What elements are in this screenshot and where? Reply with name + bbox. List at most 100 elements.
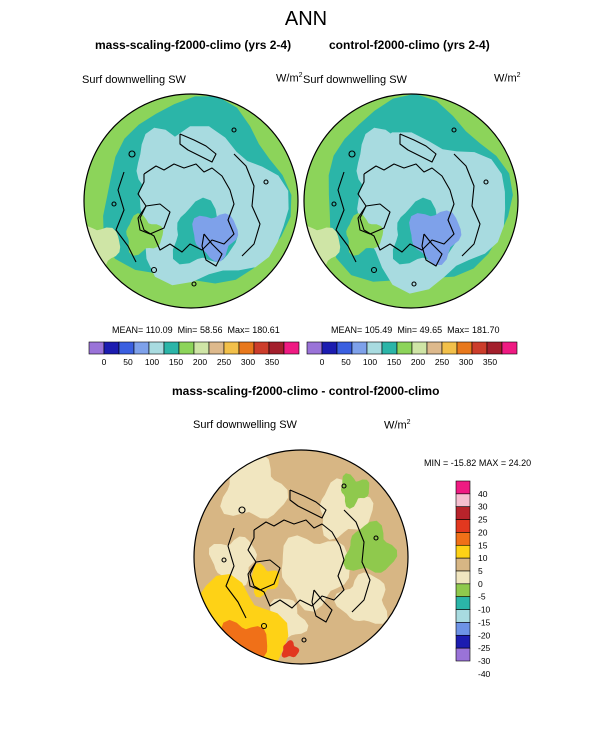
field-greenland (346, 213, 384, 256)
colorbar-tick-label: 350 (483, 357, 497, 367)
island-path (331, 201, 337, 207)
colorbar-abs-1: 0 50 100 150 200 250 300 350 (88, 341, 300, 367)
panel-units-label: W/m2 (276, 72, 303, 85)
panel-units-label: W/m2 (494, 72, 521, 85)
field-red-patch (281, 640, 300, 658)
island-path (191, 281, 197, 287)
island-path (231, 127, 237, 133)
coastline-path (335, 171, 357, 263)
colorbar-tick-label: 350 (265, 357, 279, 367)
colorbar-swatch (455, 583, 471, 598)
colorbar-swatch (148, 341, 165, 355)
island-path (263, 179, 269, 185)
colorbar-tick-label: 300 (241, 357, 255, 367)
polar-map-control (303, 93, 519, 309)
field-light-patch (333, 572, 388, 624)
panel-variable-label: Surf downwelling SW (303, 74, 407, 86)
colorbar-swatch (455, 480, 471, 495)
panel-variable-label: Surf downwelling SW (82, 74, 186, 86)
island-path (150, 266, 158, 274)
field-inner-north (136, 127, 217, 220)
colorbar-swatch (455, 570, 471, 585)
coastline-path (201, 233, 223, 267)
panel-stats: MEAN= 105.49 Min= 49.65 Max= 181.70 (331, 325, 500, 335)
field-green-patch (340, 473, 370, 509)
colorbar-tick-label: 10 (478, 553, 488, 563)
panel-title-mass-scaling: mass-scaling-f2000-climo (yrs 2-4) (95, 38, 292, 52)
island-path (111, 201, 117, 207)
map-border (193, 449, 409, 665)
colorbar-tick-label: 25 (478, 515, 488, 525)
map-field (304, 94, 518, 308)
colorbar-swatch (103, 341, 120, 355)
colorbar-tick-label: 30 (478, 502, 488, 512)
field-orange-patch (219, 619, 268, 664)
colorbar-swatch (88, 341, 105, 355)
colorbar-swatch (411, 341, 428, 355)
colorbar-swatch (238, 341, 255, 355)
field-light-patch (281, 535, 350, 612)
colorbar-swatch (501, 341, 518, 355)
colorbar-swatch (253, 341, 270, 355)
polar-map-difference (193, 449, 409, 665)
colorbar-swatch (351, 341, 368, 355)
island-path (483, 179, 489, 185)
field-green-patch (343, 520, 398, 573)
colorbar-tick-label: 250 (435, 357, 449, 367)
island-path (451, 127, 457, 133)
field-inner-north (356, 127, 437, 220)
colorbar-swatch (268, 341, 285, 355)
colorbar-tick-label: -5 (478, 592, 486, 602)
coastlines (331, 127, 489, 287)
colorbar-swatch (163, 341, 180, 355)
coastline-path (421, 233, 443, 267)
panel-title-control: control-f2000-climo (yrs 2-4) (329, 38, 490, 52)
island-path (260, 622, 268, 630)
field-greenland (126, 213, 164, 256)
island-path (128, 150, 136, 158)
colorbar-tick-label: 150 (169, 357, 183, 367)
colorbar-tick-label: 40 (478, 489, 488, 499)
coastline-path (247, 559, 281, 591)
colorbar-swatch (223, 341, 240, 355)
field-minimum (409, 210, 462, 266)
coastline-path (179, 133, 217, 163)
colorbar-swatch (193, 341, 210, 355)
colorbar-swatch (441, 341, 458, 355)
colorbar-tick-label: -40 (478, 669, 491, 679)
colorbar-swatch (336, 341, 353, 355)
colorbar-tick-label: 0 (320, 357, 325, 367)
island-path (370, 266, 378, 274)
coastline-path (357, 163, 455, 253)
colorbar-abs-2: 0 50 100 150 200 250 300 350 (306, 341, 518, 367)
colorbar-tick-label: 5 (478, 566, 483, 576)
colorbar-tick-label: -30 (478, 656, 491, 666)
colorbar-tick-label: 250 (217, 357, 231, 367)
colorbar-swatch (118, 341, 135, 355)
colorbar-swatch (455, 519, 471, 533)
colorbar-swatch (456, 341, 473, 355)
colorbar-swatch (455, 532, 471, 546)
colorbar-tick-label: 200 (193, 357, 207, 367)
colorbar-swatch (455, 506, 471, 520)
map-field (194, 450, 408, 664)
colorbar-swatch (426, 341, 443, 355)
coastline-path (399, 133, 437, 163)
colorbar-tick-label: 300 (459, 357, 473, 367)
coastline-path (247, 519, 345, 609)
coastlines (221, 483, 379, 643)
colorbar-swatch (486, 341, 503, 355)
colorbar-swatch (366, 341, 383, 355)
colorbar-swatch (455, 609, 471, 623)
colorbar-swatch (283, 341, 300, 355)
colorbar-tick-label: 100 (363, 357, 377, 367)
colorbar-swatch (455, 622, 471, 636)
coastline-path (357, 203, 391, 235)
coastline-path (311, 589, 333, 623)
colorbar-tick-label: 100 (145, 357, 159, 367)
coastline-path (225, 527, 247, 619)
colorbar-tick-label: 200 (411, 357, 425, 367)
coastline-path (137, 163, 235, 253)
colorbar-tick-label: 0 (102, 357, 107, 367)
colorbar-tick-label: 20 (478, 527, 488, 537)
